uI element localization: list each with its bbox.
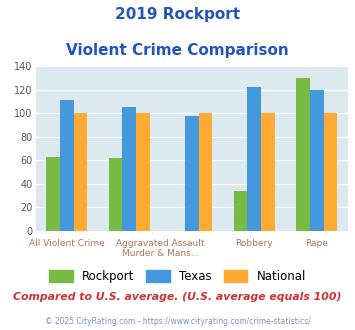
Text: Rape: Rape xyxy=(305,239,328,248)
Bar xyxy=(198,113,212,231)
Text: Murder & Mans...: Murder & Mans... xyxy=(122,249,199,258)
Bar xyxy=(109,158,122,231)
Bar xyxy=(60,100,73,231)
Bar xyxy=(261,113,275,231)
Legend: Rockport, Texas, National: Rockport, Texas, National xyxy=(44,265,311,287)
Bar xyxy=(234,191,247,231)
Bar xyxy=(323,113,337,231)
Text: All Violent Crime: All Violent Crime xyxy=(29,239,105,248)
Text: Robbery: Robbery xyxy=(235,239,273,248)
Bar xyxy=(122,107,136,231)
Bar xyxy=(247,87,261,231)
Text: Violent Crime Comparison: Violent Crime Comparison xyxy=(66,43,289,58)
Bar xyxy=(296,78,310,231)
Text: © 2025 CityRating.com - https://www.cityrating.com/crime-statistics/: © 2025 CityRating.com - https://www.city… xyxy=(45,317,310,326)
Bar xyxy=(185,115,198,231)
Bar xyxy=(73,113,87,231)
Bar xyxy=(46,157,60,231)
Bar xyxy=(310,89,323,231)
Text: Aggravated Assault: Aggravated Assault xyxy=(116,239,205,248)
Text: 2019 Rockport: 2019 Rockport xyxy=(115,7,240,21)
Text: Compared to U.S. average. (U.S. average equals 100): Compared to U.S. average. (U.S. average … xyxy=(13,292,342,302)
Bar xyxy=(136,113,150,231)
